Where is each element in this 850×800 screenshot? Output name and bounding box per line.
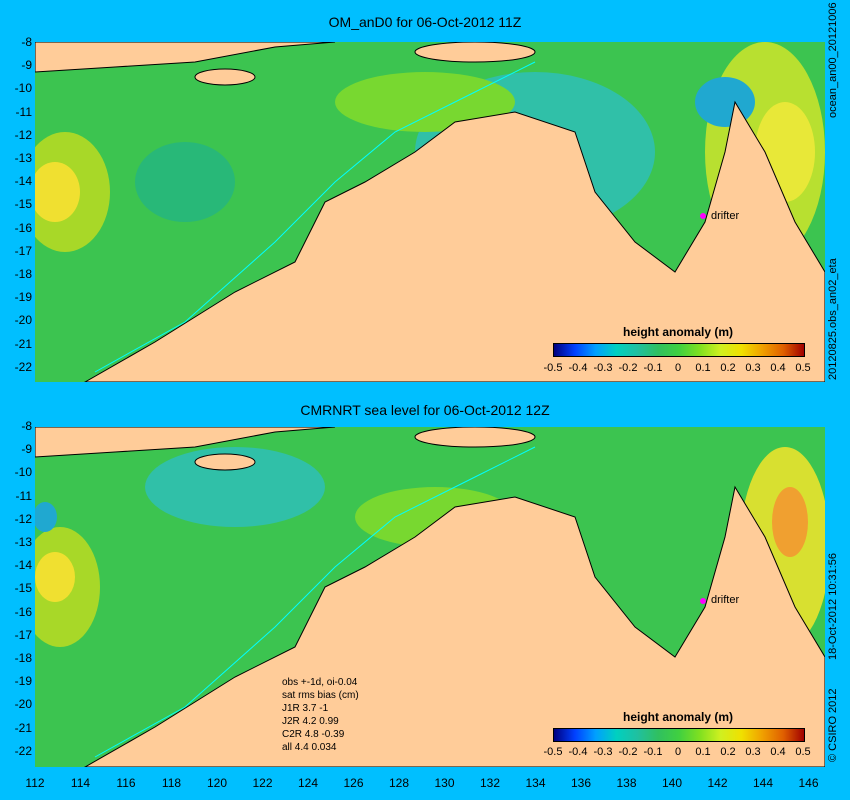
y-tick-label: -21 [14,720,32,735]
x-tick-label: 128 [388,776,410,790]
x-tick-label: 144 [752,776,774,790]
colorbar-tick: 0.5 [795,362,811,374]
colorbar-tick: -0.5 [543,746,563,758]
drifter-label-bottom: drifter [711,594,740,606]
top-map [35,42,825,382]
colorbar-tick: 0 [674,362,682,374]
colorbar-tick: 0.1 [695,746,711,758]
x-tick-label: 124 [297,776,319,790]
x-tick-label: 118 [161,776,182,790]
y-tick-label: -16 [14,604,32,619]
y-tick-label: -15 [14,581,32,596]
y-tick-label: -17 [14,627,32,642]
y-tick-label: -15 [14,197,32,212]
x-tick-label: 134 [525,776,546,790]
stats-line: J2R 4.2 0.99 [282,716,339,727]
drifter-marker [700,213,706,219]
y-tick-label: -18 [14,651,32,665]
x-tick-label: 132 [479,776,501,790]
stats-box: obs +-1d, oi-0.04 sat rms bias (cm) J1R … [282,676,359,754]
bottom-side-label-bottom: © CSIRO 2012 [827,688,839,762]
x-tick-label: 142 [707,776,728,790]
x-tick-label: 130 [434,776,455,790]
y-tick-label: -9 [21,58,32,73]
colorbar-tick: 0.4 [770,746,786,758]
y-tick-label: -13 [14,151,32,165]
y-tick-label: -13 [14,535,32,549]
colorbar-title: height anomaly (m) [622,325,733,339]
colorbar-tick: -0.2 [618,362,638,374]
x-tick-label: 136 [570,776,592,790]
colorbar-title-bottom: height anomaly (m) [622,710,733,724]
x-tick-label: 122 [252,776,273,790]
stats-line: sat rms bias (cm) [282,690,359,701]
y-tick-label: -19 [14,290,32,305]
colorbar-tick: -0.3 [593,746,613,758]
colorbar-tick: 0.5 [795,746,811,758]
y-tick-label: -11 [15,488,32,503]
y-tick-label: -10 [14,465,32,480]
x-tick-label: 126 [343,776,364,790]
y-tick-label: -11 [15,104,32,119]
colorbar-tick: 0 [674,746,682,758]
y-tick-label: -10 [14,81,32,96]
x-tick-label: 116 [116,776,136,790]
top-side-label: ocean_an00_20121006 [827,2,839,118]
x-tick-label: 146 [798,776,819,790]
colorbar-tick: 0.1 [695,362,711,374]
x-tick-label: 120 [206,776,228,790]
y-tick-label: -9 [21,442,32,457]
colorbar-tick: 0.2 [720,362,736,374]
x-tick-label: 112 [25,776,45,790]
x-tick-label: 114 [70,776,91,790]
y-tick-label: -12 [14,511,32,526]
x-tick-label: 138 [616,776,637,790]
colorbar-tick: -0.4 [568,746,588,758]
y-tick-label: -22 [14,743,32,758]
x-tick-label: 140 [661,776,683,790]
bottom-panel-title: CMRNRT sea level for 06-Oct-2012 12Z [300,402,550,418]
y-tick-label: -18 [14,267,32,281]
y-tick-label: -19 [14,674,32,689]
colorbar-tick: 0.2 [720,746,736,758]
y-tick-label: -14 [14,174,32,189]
colorbar-tick: 0.3 [745,746,761,758]
stats-line: C2R 4.8 -0.39 [282,729,345,740]
y-tick-label: -12 [14,127,32,142]
y-tick-label: -8 [21,419,32,433]
stats-line: all 4.4 0.034 [282,742,337,753]
colorbar-bottom [553,728,805,742]
stats-line: obs +-1d, oi-0.04 [282,677,358,688]
y-tick-label: -20 [14,697,32,712]
y-tick-label: -20 [14,313,32,328]
bottom-side-label: 18-Oct-2012 10:31:56 [827,552,839,660]
colorbar-tick: -0.2 [618,746,638,758]
colorbar-tick: -0.1 [643,362,663,374]
y-tick-label: -22 [14,359,32,374]
stats-line: J1R 3.7 -1 [282,703,329,714]
y-tick-label: -17 [14,243,32,258]
y-tick-label: -21 [14,336,32,351]
y-tick-label: -14 [14,558,32,573]
colorbar [553,343,805,357]
drifter-label: drifter [711,210,740,222]
colorbar-tick: 0.4 [770,362,786,374]
colorbar-tick: -0.1 [643,746,663,758]
colorbar-tick: -0.5 [543,362,563,374]
drifter-marker-bottom [700,598,706,604]
y-tick-label: -16 [14,220,32,235]
top-side-label-bottom: 20120825.obs_an02_eta [827,258,839,380]
colorbar-tick: -0.4 [568,362,588,374]
colorbar-tick: -0.3 [593,362,613,374]
y-tick-label: -8 [21,35,32,49]
top-panel-title: OM_anD0 for 06-Oct-2012 11Z [328,14,522,30]
colorbar-tick: 0.3 [745,362,761,374]
bottom-map [35,427,825,767]
